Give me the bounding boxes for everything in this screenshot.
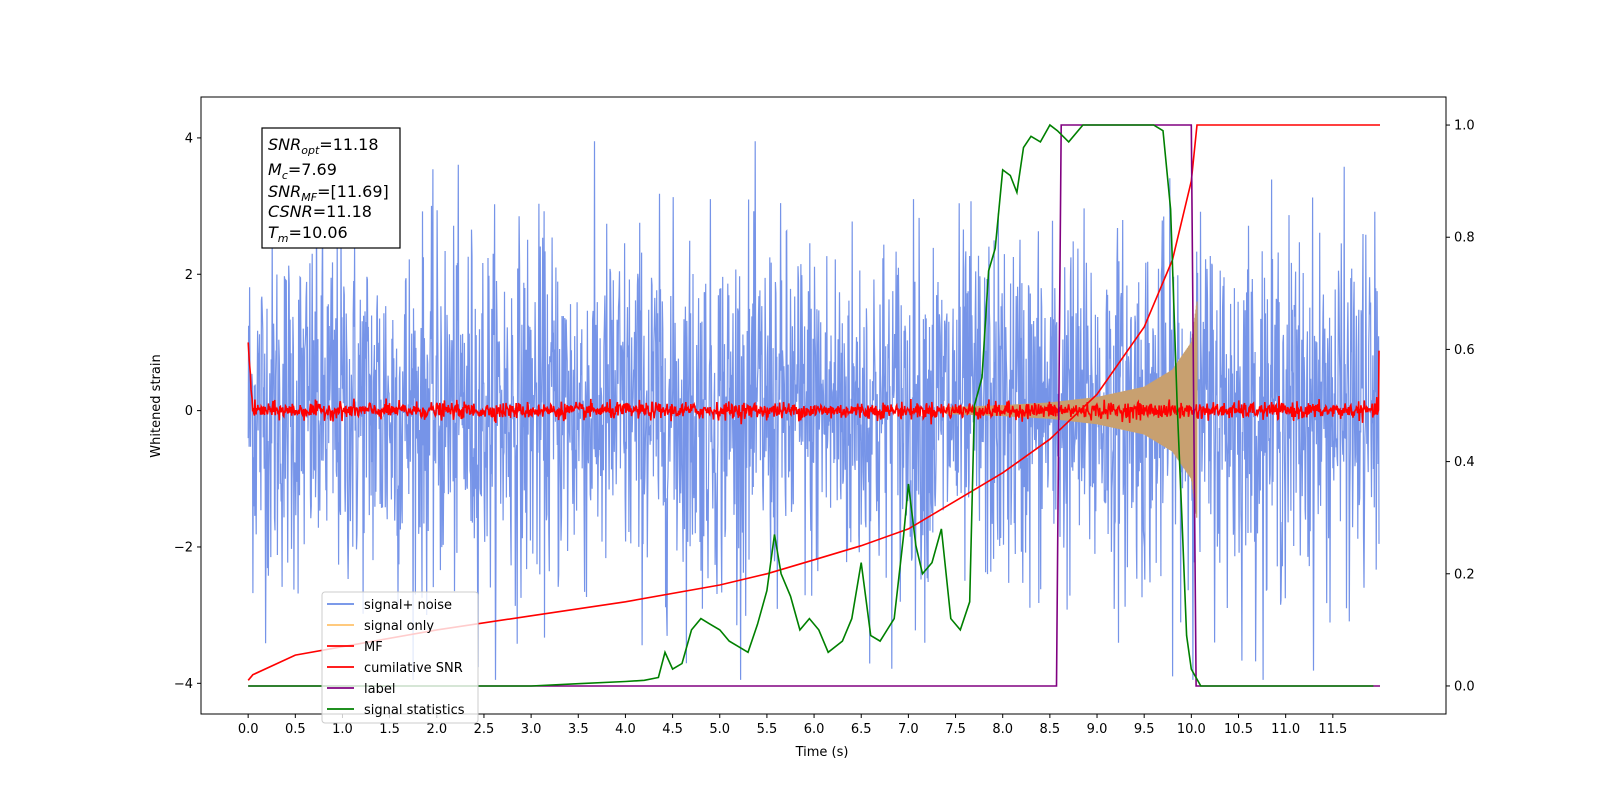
annotation-tm: Tm=10.06: [268, 223, 348, 245]
x-tick-label: 9.0: [1087, 722, 1108, 737]
x-tick-label: 7.0: [898, 722, 919, 737]
x-tick-label: 9.5: [1134, 722, 1155, 737]
x-tick-label: 4.0: [615, 722, 636, 737]
legend: signal+ noise signal only MF cumilative SNR…: [321, 591, 479, 724]
annotation-csnr: CSNR=11.18: [268, 202, 372, 221]
y-left-tick-label: −2: [174, 540, 193, 555]
x-tick-label: 8.5: [1040, 722, 1061, 737]
annotation-snr-opt: SNRopt=11.18: [268, 135, 379, 157]
plot-frame: [200, 96, 1447, 715]
series-signal-statistics: [248, 123, 1374, 687]
y-axis-left: −4 −2 0 2 4: [174, 131, 201, 692]
legend-label: label: [364, 682, 395, 697]
y-left-tick-label: −4: [174, 677, 193, 692]
x-axis-label: Time (s): [795, 745, 849, 760]
y-right-tick-label: 0.0: [1454, 679, 1475, 694]
x-tick-label: 5.0: [709, 722, 730, 737]
x-tick-label: 2.5: [474, 722, 495, 737]
x-tick-label: 8.0: [992, 722, 1013, 737]
y-left-tick-label: 4: [185, 131, 193, 146]
legend-box: [321, 591, 479, 724]
x-tick-label: 7.5: [945, 722, 966, 737]
annotation-snr-mf: SNRMF=[11.69]: [268, 182, 389, 204]
y-right-tick-label: 0.8: [1454, 231, 1475, 246]
x-tick-label: 4.5: [662, 722, 683, 737]
x-tick-label: 0.0: [238, 722, 259, 737]
x-tick-label: 0.5: [285, 722, 306, 737]
legend-label: signal only: [364, 619, 434, 634]
x-tick-label: 5.5: [757, 722, 778, 737]
legend-label: cumilative SNR: [364, 661, 463, 676]
x-tick-label: 1.5: [379, 722, 400, 737]
x-tick-label: 3.5: [568, 722, 589, 737]
x-tick-label: 1.0: [332, 722, 353, 737]
y-left-tick-label: 2: [185, 268, 193, 283]
x-tick-label: 10.5: [1224, 722, 1253, 737]
y-left-tick-label: 0: [185, 404, 193, 419]
y-right-tick-label: 0.4: [1454, 455, 1475, 470]
series-mf: [247, 342, 1380, 425]
series-signal-noise: [247, 141, 1380, 680]
x-tick-label: 11.0: [1271, 722, 1300, 737]
legend-label: signal+ noise: [364, 598, 452, 613]
y-right-tick-label: 0.6: [1454, 343, 1475, 358]
x-tick-label: 10.0: [1177, 722, 1206, 737]
x-tick-label: 3.0: [521, 722, 542, 737]
y-right-tick-label: 0.2: [1454, 567, 1475, 582]
y-axis-right: 0.0 0.2 0.4 0.6 0.8 1.0: [1446, 119, 1475, 694]
x-tick-label: 11.5: [1318, 722, 1347, 737]
annotation-box: SNRopt=11.18 Mc=7.69 SNRMF=[11.69] CSNR=…: [261, 127, 401, 249]
legend-label: signal statistics: [364, 703, 465, 718]
x-axis: 0.0 0.5 1.0 1.5 2.0 2.5 3.0 3.5 4.0 4.5 5.0 5.5 6.0 6…: [238, 714, 1347, 737]
y-right-tick-label: 1.0: [1454, 119, 1475, 134]
annotation-mc: Mc=7.69: [268, 160, 337, 182]
legend-label: MF: [364, 640, 383, 655]
x-tick-label: 2.0: [426, 722, 447, 737]
x-tick-label: 6.5: [851, 722, 872, 737]
y-axis-label: Whitened strain: [149, 354, 164, 457]
x-tick-label: 6.0: [804, 722, 825, 737]
